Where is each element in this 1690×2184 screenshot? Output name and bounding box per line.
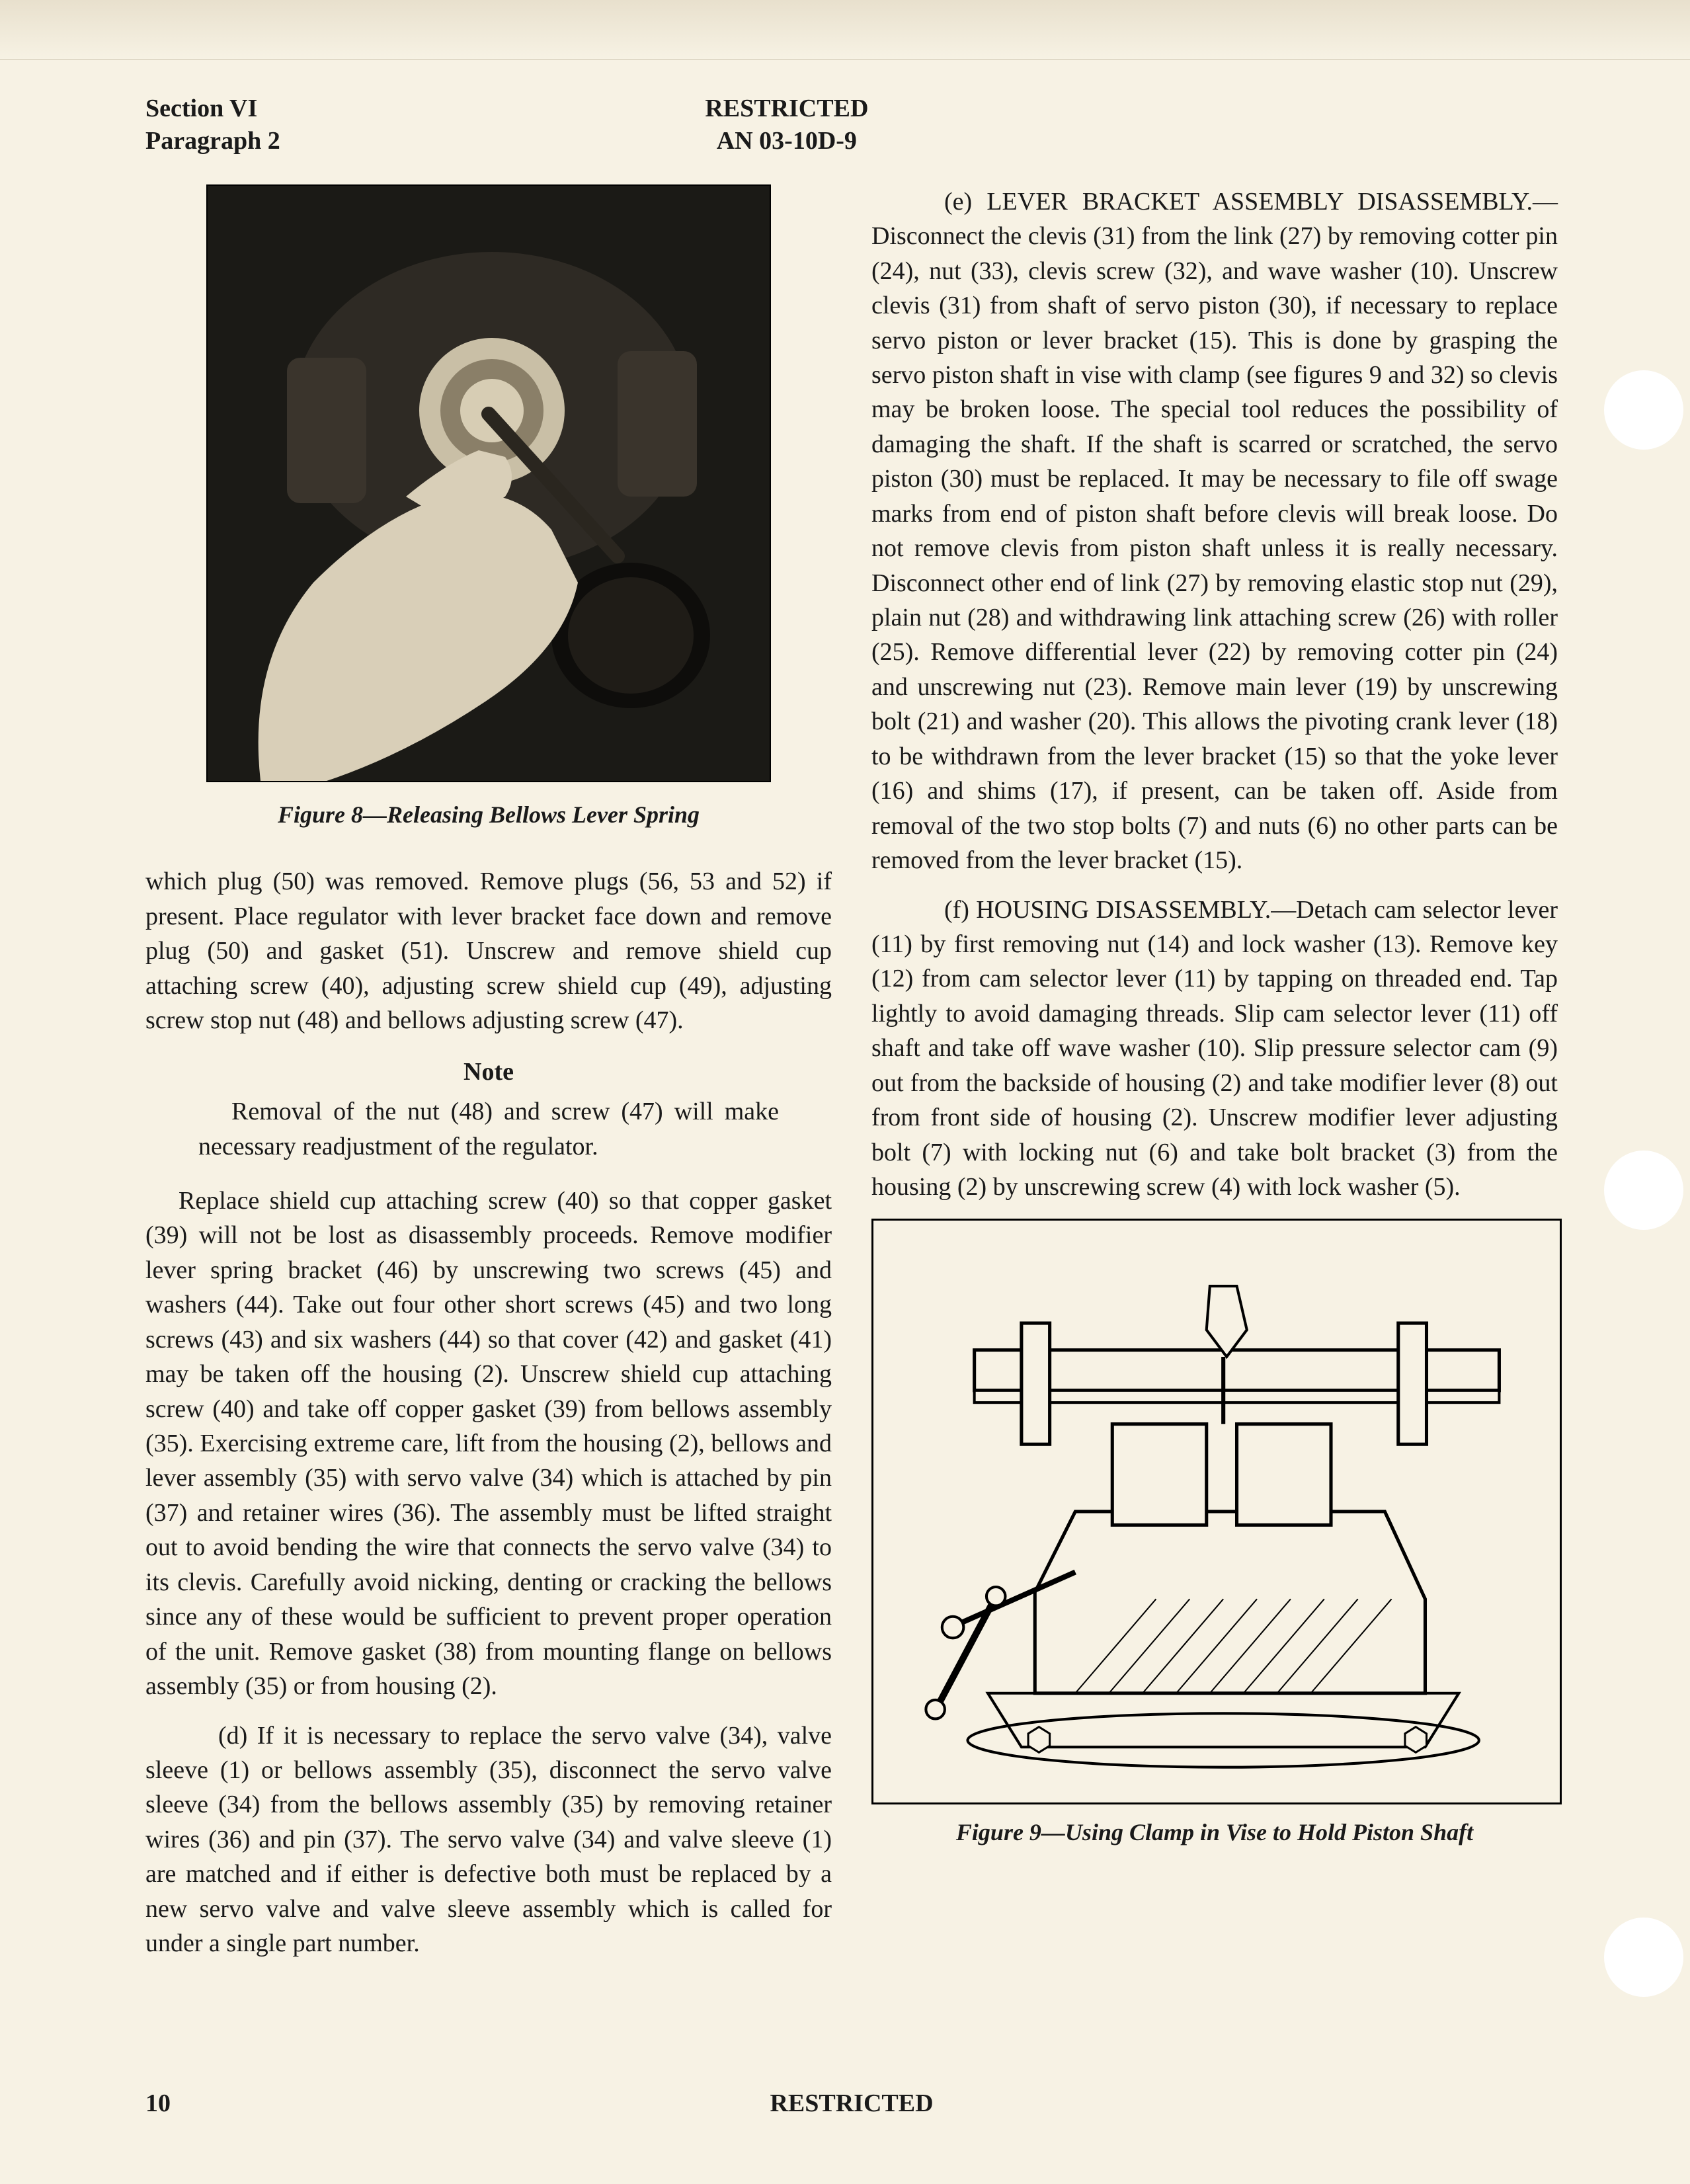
figure-8-photo-content <box>208 186 770 781</box>
binder-hole <box>1604 1918 1683 1997</box>
binder-hole <box>1604 370 1683 450</box>
body-paragraph: (f) HOUSING DISASSEMBLY.—Detach cam sele… <box>871 893 1558 1205</box>
body-paragraph: (e) LEVER BRACKET ASSEMBLY DISASSEMBLY.—… <box>871 184 1558 878</box>
right-column: (e) LEVER BRACKET ASSEMBLY DISASSEMBLY.—… <box>871 184 1558 1976</box>
figure-8-photo <box>206 184 771 782</box>
page-top-edge <box>0 0 1690 60</box>
figure-9-svg <box>873 1221 1560 1802</box>
figure-9-illustration <box>871 1219 1562 1804</box>
classification-label: RESTRICTED <box>148 93 1426 125</box>
header-center: RESTRICTED AN 03-10D-9 <box>148 93 1426 158</box>
body-paragraph: Replace shield cup attaching screw (40) … <box>145 1184 832 1704</box>
figure-9-caption: Figure 9—Using Clamp in Vise to Hold Pis… <box>871 1816 1558 1849</box>
document-number: AN 03-10D-9 <box>148 125 1426 157</box>
left-column: Figure 8—Releasing Bellows Lever Spring … <box>145 184 832 1976</box>
page-header: Section VI Paragraph 2 RESTRICTED AN 03-… <box>145 93 1558 158</box>
note-heading: Note <box>145 1055 832 1089</box>
figure-8-svg <box>208 186 770 781</box>
figure-8-caption: Figure 8—Releasing Bellows Lever Spring <box>145 799 832 832</box>
note-body: Removal of the nut (48) and screw (47) w… <box>198 1094 779 1164</box>
body-paragraph: which plug (50) was removed. Remove plug… <box>145 864 832 1037</box>
body-paragraph: (d) If it is necessary to replace the se… <box>145 1719 832 1961</box>
page-footer: 10 RESTRICTED <box>145 2089 1558 2118</box>
content-columns: Figure 8—Releasing Bellows Lever Spring … <box>145 184 1558 1976</box>
binder-hole <box>1604 1151 1683 1230</box>
page: Section VI Paragraph 2 RESTRICTED AN 03-… <box>0 0 1690 2184</box>
footer-classification: RESTRICTED <box>770 2089 933 2118</box>
header-right-spacer <box>1426 93 1558 158</box>
page-number: 10 <box>145 2089 171 2118</box>
